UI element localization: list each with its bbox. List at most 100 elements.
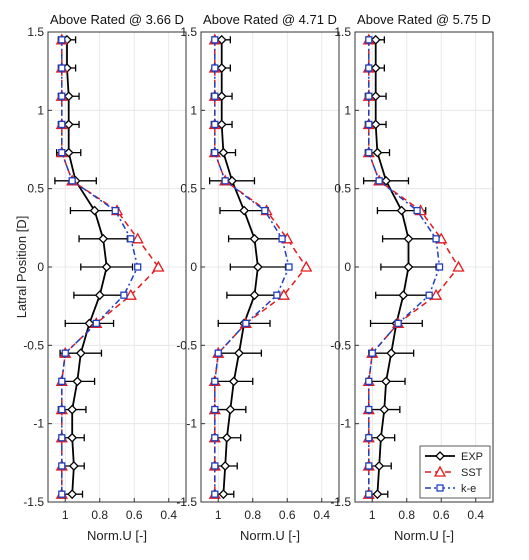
y-tick-label: -1.5 <box>330 495 351 509</box>
y-tick-label: 1.5 <box>180 25 197 39</box>
panel-3-x-axis-label: Norm.U [-] <box>394 528 454 543</box>
data-point-exp <box>216 91 227 102</box>
legend-label: k-e <box>461 483 476 495</box>
y-tick-label: -1.5 <box>23 495 44 509</box>
data-point-exp <box>216 34 227 45</box>
series-k-e <box>365 36 444 498</box>
data-point-exp <box>94 290 105 301</box>
data-point-k-e <box>120 291 128 299</box>
data-point-k-e <box>134 263 142 271</box>
data-point-exp <box>249 233 260 244</box>
data-point-exp <box>370 91 381 102</box>
data-point-k-e <box>365 64 373 72</box>
y-tick-label: -1 <box>340 417 351 431</box>
data-point-exp <box>72 376 83 387</box>
data-point-k-e <box>58 405 66 414</box>
panel-3: 1 0.8 0.6 0.4 -1.5 -1 -0.5 0 0.5 1 1.5 Above Rated … <box>330 12 494 543</box>
data-point-exp <box>381 376 391 387</box>
data-point-sst <box>277 288 290 300</box>
y-tick-label: 0.5 <box>334 182 351 196</box>
legend-box <box>419 445 491 499</box>
data-point-k-e <box>58 434 66 442</box>
data-point-exp <box>396 205 407 216</box>
data-point-k-e <box>368 349 376 357</box>
legend-marker <box>435 451 445 461</box>
data-point-k-e <box>365 490 373 498</box>
data-point-exp <box>403 262 414 272</box>
data-point-sst <box>131 232 144 244</box>
x-tick-label: 0.6 <box>126 508 143 522</box>
data-point-k-e <box>214 349 222 357</box>
data-point-k-e <box>58 377 66 386</box>
data-point-exp <box>101 262 112 272</box>
panel-1: 1 0.8 0.6 0.4 -1.5 -1 -0.5 0 0.5 1 1.5 Above Rated … <box>23 12 187 543</box>
data-point-k-e <box>58 120 66 129</box>
data-point-exp <box>234 348 244 359</box>
data-point-k-e <box>285 263 293 271</box>
data-point-k-e <box>432 235 440 243</box>
data-point-exp <box>372 489 383 500</box>
data-point-k-e <box>273 291 281 299</box>
data-point-exp <box>220 461 231 471</box>
data-point-k-e <box>211 64 219 72</box>
data-point-sst <box>152 260 165 272</box>
data-point-exp <box>218 489 229 500</box>
data-point-exp <box>63 147 74 158</box>
data-point-k-e <box>211 36 219 44</box>
data-point-k-e <box>375 177 383 185</box>
x-tick-label: 0.8 <box>244 508 261 522</box>
x-tick-label: 0.4 <box>160 508 177 522</box>
data-point-exp <box>218 147 229 158</box>
data-point-k-e <box>111 206 119 215</box>
data-point-exp <box>68 461 79 471</box>
data-point-k-e <box>61 349 69 357</box>
data-point-exp <box>67 404 78 415</box>
data-point-exp <box>249 290 260 301</box>
data-point-exp <box>374 461 385 471</box>
data-point-exp <box>89 205 100 216</box>
data-point-exp <box>216 119 227 130</box>
x-tick-label: 1 <box>215 508 222 522</box>
data-point-sst <box>429 288 443 300</box>
data-point-exp <box>63 119 74 130</box>
data-point-exp <box>216 63 227 73</box>
data-point-k-e <box>365 434 373 442</box>
data-point-k-e <box>394 319 402 328</box>
y-tick-label: -1 <box>186 417 197 431</box>
data-point-exp <box>98 233 109 244</box>
x-tick-label: 0.6 <box>433 508 450 522</box>
data-point-k-e <box>92 319 100 328</box>
panel-1-title: Above Rated @ 3.66 D <box>50 12 184 27</box>
data-point-k-e <box>211 148 219 157</box>
data-point-k-e <box>58 490 66 498</box>
series-exp <box>208 34 287 500</box>
y-tick-label: 0 <box>190 260 197 274</box>
data-point-k-e <box>211 462 219 470</box>
data-point-exp <box>398 290 409 301</box>
data-point-k-e <box>211 377 219 386</box>
x-tick-label: 1 <box>369 508 376 522</box>
y-tick-label: 0.5 <box>27 182 44 196</box>
y-tick-label: 1 <box>190 103 197 117</box>
data-point-k-e <box>278 235 286 243</box>
data-point-k-e <box>365 377 373 386</box>
y-tick-label: 1.5 <box>334 25 351 39</box>
data-point-k-e <box>127 235 135 243</box>
y-tick-label: -0.5 <box>330 338 351 352</box>
data-point-k-e <box>211 434 219 442</box>
data-point-k-e <box>58 36 66 44</box>
y-tick-label: 0.5 <box>180 182 197 196</box>
data-point-k-e <box>58 148 66 157</box>
data-point-sst <box>300 260 313 272</box>
data-point-exp <box>372 147 383 158</box>
data-point-k-e <box>365 36 373 44</box>
x-tick-label: 1 <box>62 508 69 522</box>
data-point-exp <box>67 489 78 500</box>
data-point-exp <box>221 432 232 443</box>
data-point-sst <box>452 260 465 272</box>
data-point-k-e <box>425 291 433 299</box>
legend-label: EXP <box>461 451 483 463</box>
data-point-exp <box>370 119 381 130</box>
data-point-exp <box>75 348 86 359</box>
